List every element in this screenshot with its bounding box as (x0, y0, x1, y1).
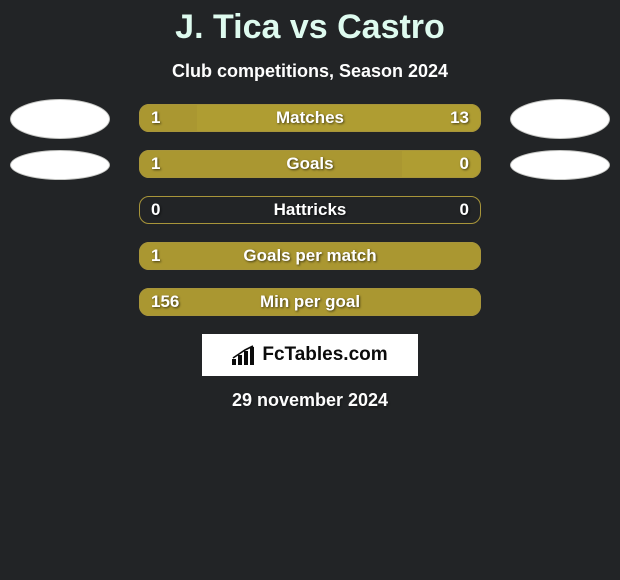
stat-bar-left-fill (139, 104, 197, 132)
player-avatar-left (10, 150, 110, 180)
stat-row: 10Goals (0, 150, 620, 180)
stat-value-left: 1 (151, 150, 160, 178)
stat-bar-track: 0 0Hattricks (139, 196, 481, 224)
comparison-card: J. Tica vs Castro Club competitions, Sea… (0, 0, 620, 580)
player-avatar-right (510, 150, 610, 180)
stat-bar-track: 1Goals per match (139, 242, 481, 270)
avatar-ellipse (10, 150, 110, 180)
stat-bar-left-fill (139, 288, 481, 316)
stat-value-right: 0 (460, 150, 469, 178)
brand-text: FcTables.com (262, 344, 387, 366)
brand-box[interactable]: FcTables.com (202, 334, 418, 376)
stat-row: 113Matches (0, 104, 620, 134)
player-avatar-right (510, 104, 610, 134)
stat-value-left: 0 (151, 196, 160, 224)
subtitle: Club competitions, Season 2024 (0, 61, 620, 82)
date-label: 29 november 2024 (0, 390, 620, 411)
player-avatar-left (10, 104, 110, 134)
stat-value-left: 1 (151, 104, 160, 132)
avatar-ellipse (510, 99, 610, 139)
stat-value-right: 0 (460, 196, 469, 224)
stat-row: 0 0Hattricks (0, 196, 620, 226)
avatar-ellipse (10, 99, 110, 139)
stat-bar-track: 10Goals (139, 150, 481, 178)
stat-row: 1Goals per match (0, 242, 620, 272)
stat-label: Hattricks (139, 196, 481, 224)
page-title: J. Tica vs Castro (0, 0, 620, 47)
avatar-ellipse (510, 150, 610, 180)
bar-chart-icon (232, 345, 256, 365)
stat-bar-track: 156Min per goal (139, 288, 481, 316)
stat-row: 156Min per goal (0, 288, 620, 318)
stat-value-left: 1 (151, 242, 160, 270)
stat-bar-left-fill (139, 242, 481, 270)
stat-bar-track: 113Matches (139, 104, 481, 132)
stat-value-right: 13 (450, 104, 469, 132)
stat-bar-right-fill (402, 150, 481, 178)
stat-bar-right-fill (197, 104, 481, 132)
stat-value-left: 156 (151, 288, 179, 316)
stat-rows-container: 113Matches10Goals00Hattricks1Goals per m… (0, 104, 620, 318)
stat-bar-left-fill (139, 150, 402, 178)
